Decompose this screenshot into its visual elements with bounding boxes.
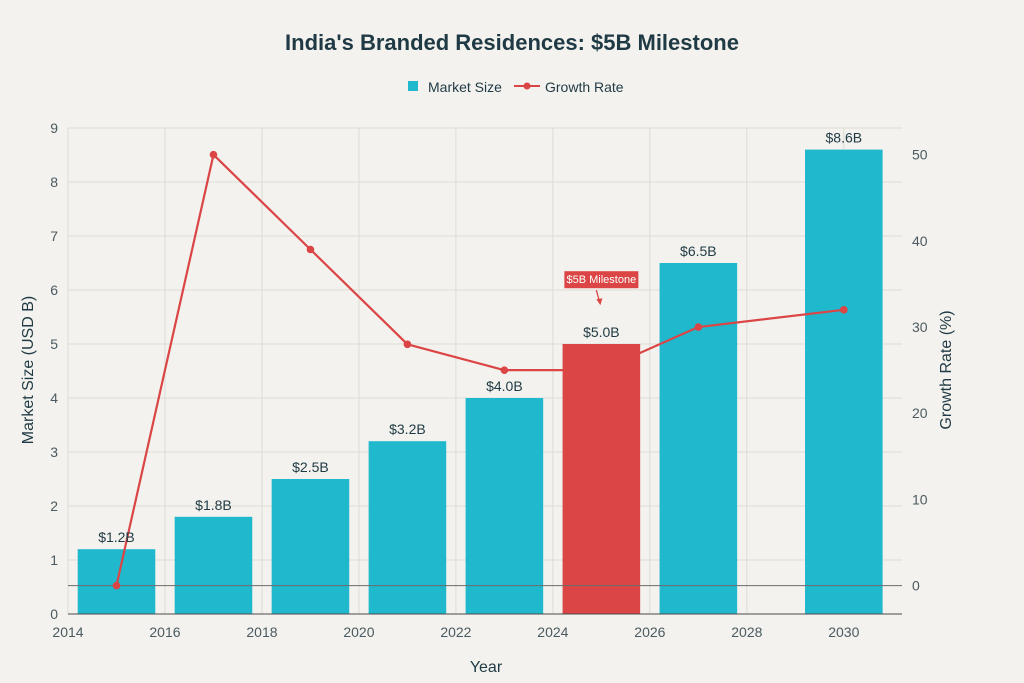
annotation-box (564, 271, 639, 289)
y2-tick-label: 30 (912, 319, 928, 335)
legend-label-market-size: Market Size (428, 79, 502, 95)
y-tick-label: 3 (50, 444, 58, 460)
y2-tick-label: 0 (912, 578, 920, 594)
legend-marker-growth-rate (523, 82, 531, 90)
x-axis-title: Year (470, 659, 503, 676)
growth-point-2015 (112, 581, 121, 590)
bar-label-2017: $1.8B (195, 497, 232, 513)
y-tick-label: 1 (50, 552, 58, 568)
bar-2023 (465, 398, 544, 614)
x-tick-label: 2026 (634, 624, 665, 640)
y-tick-label: 7 (50, 228, 58, 244)
y-tick-label: 2 (50, 498, 58, 514)
growth-point-2019 (306, 245, 315, 254)
bar-label-2015: $1.2B (98, 529, 135, 545)
x-tick-label: 2030 (828, 624, 859, 640)
x-tick-label: 2022 (440, 624, 471, 640)
y2-tick-label: 10 (912, 491, 928, 507)
bar-label-2019: $2.5B (292, 459, 329, 475)
y-tick-label: 4 (50, 390, 58, 406)
x-tick-label: 2018 (246, 624, 277, 640)
y2-tick-label: 50 (912, 147, 928, 163)
x-tick-label: 2016 (149, 624, 180, 640)
milestone-annotation: $5B Milestone (564, 271, 639, 306)
bar-label-2025: $5.0B (583, 324, 620, 340)
growth-point-2023 (500, 366, 509, 374)
annotation-arrow-head (596, 298, 603, 306)
chart-title: India's Branded Residences: $5B Mileston… (285, 30, 739, 55)
bar-2030 (805, 149, 883, 614)
legend-label-growth-rate: Growth Rate (545, 79, 624, 95)
legend: Market Size Growth Rate (408, 79, 624, 95)
annotation-text: $5B Milestone (567, 274, 637, 286)
bar-2025 (562, 344, 641, 614)
bar-label-2021: $3.2B (389, 421, 426, 437)
y2-tick-label: 40 (912, 233, 928, 249)
growth-point-2025 (597, 366, 606, 374)
x-tick-label: 2014 (52, 624, 83, 640)
y-tick-label: 8 (50, 174, 58, 190)
bar-label-2023: $4.0B (486, 378, 523, 394)
growth-point-2021 (403, 340, 412, 349)
y-tick-label: 9 (50, 120, 58, 136)
y2-tick-label: 20 (912, 405, 928, 421)
axes: 0 1 2 3 4 5 6 7 8 9 2014 2016 2018 2020 2022 2024 2026 20… (50, 120, 928, 640)
x-tick-label: 2020 (343, 624, 374, 640)
x-tick-label: 2024 (537, 624, 568, 640)
growth-point-2030 (840, 306, 848, 314)
legend-swatch-market-size (408, 81, 418, 91)
y-tick-label: 5 (50, 336, 58, 352)
bar-label-2030: $8.6B (826, 130, 863, 146)
y-tick-label: 6 (50, 282, 58, 298)
bar-2027 (659, 263, 738, 614)
bar-2017 (174, 516, 253, 614)
growth-rate-line (115, 153, 844, 586)
bar-series-market-size (77, 149, 883, 614)
bar-2021 (368, 441, 447, 614)
y-axis-title: Market Size (USD B) (20, 296, 37, 444)
x-tick-label: 2028 (731, 624, 762, 640)
bar-2019 (271, 479, 350, 614)
bar-value-labels: $1.2B $1.8B $2.5B $3.2B $4.0B $5.0B $6.5B $8.6B (98, 130, 862, 546)
growth-point-2027 (694, 323, 703, 331)
line-series-growth-rate (112, 150, 848, 590)
y-tick-label: 0 (50, 606, 58, 622)
bar-label-2027: $6.5B (680, 243, 717, 259)
y2-axis-title: Growth Rate (%) (938, 310, 955, 429)
growth-point-2017 (209, 150, 218, 159)
